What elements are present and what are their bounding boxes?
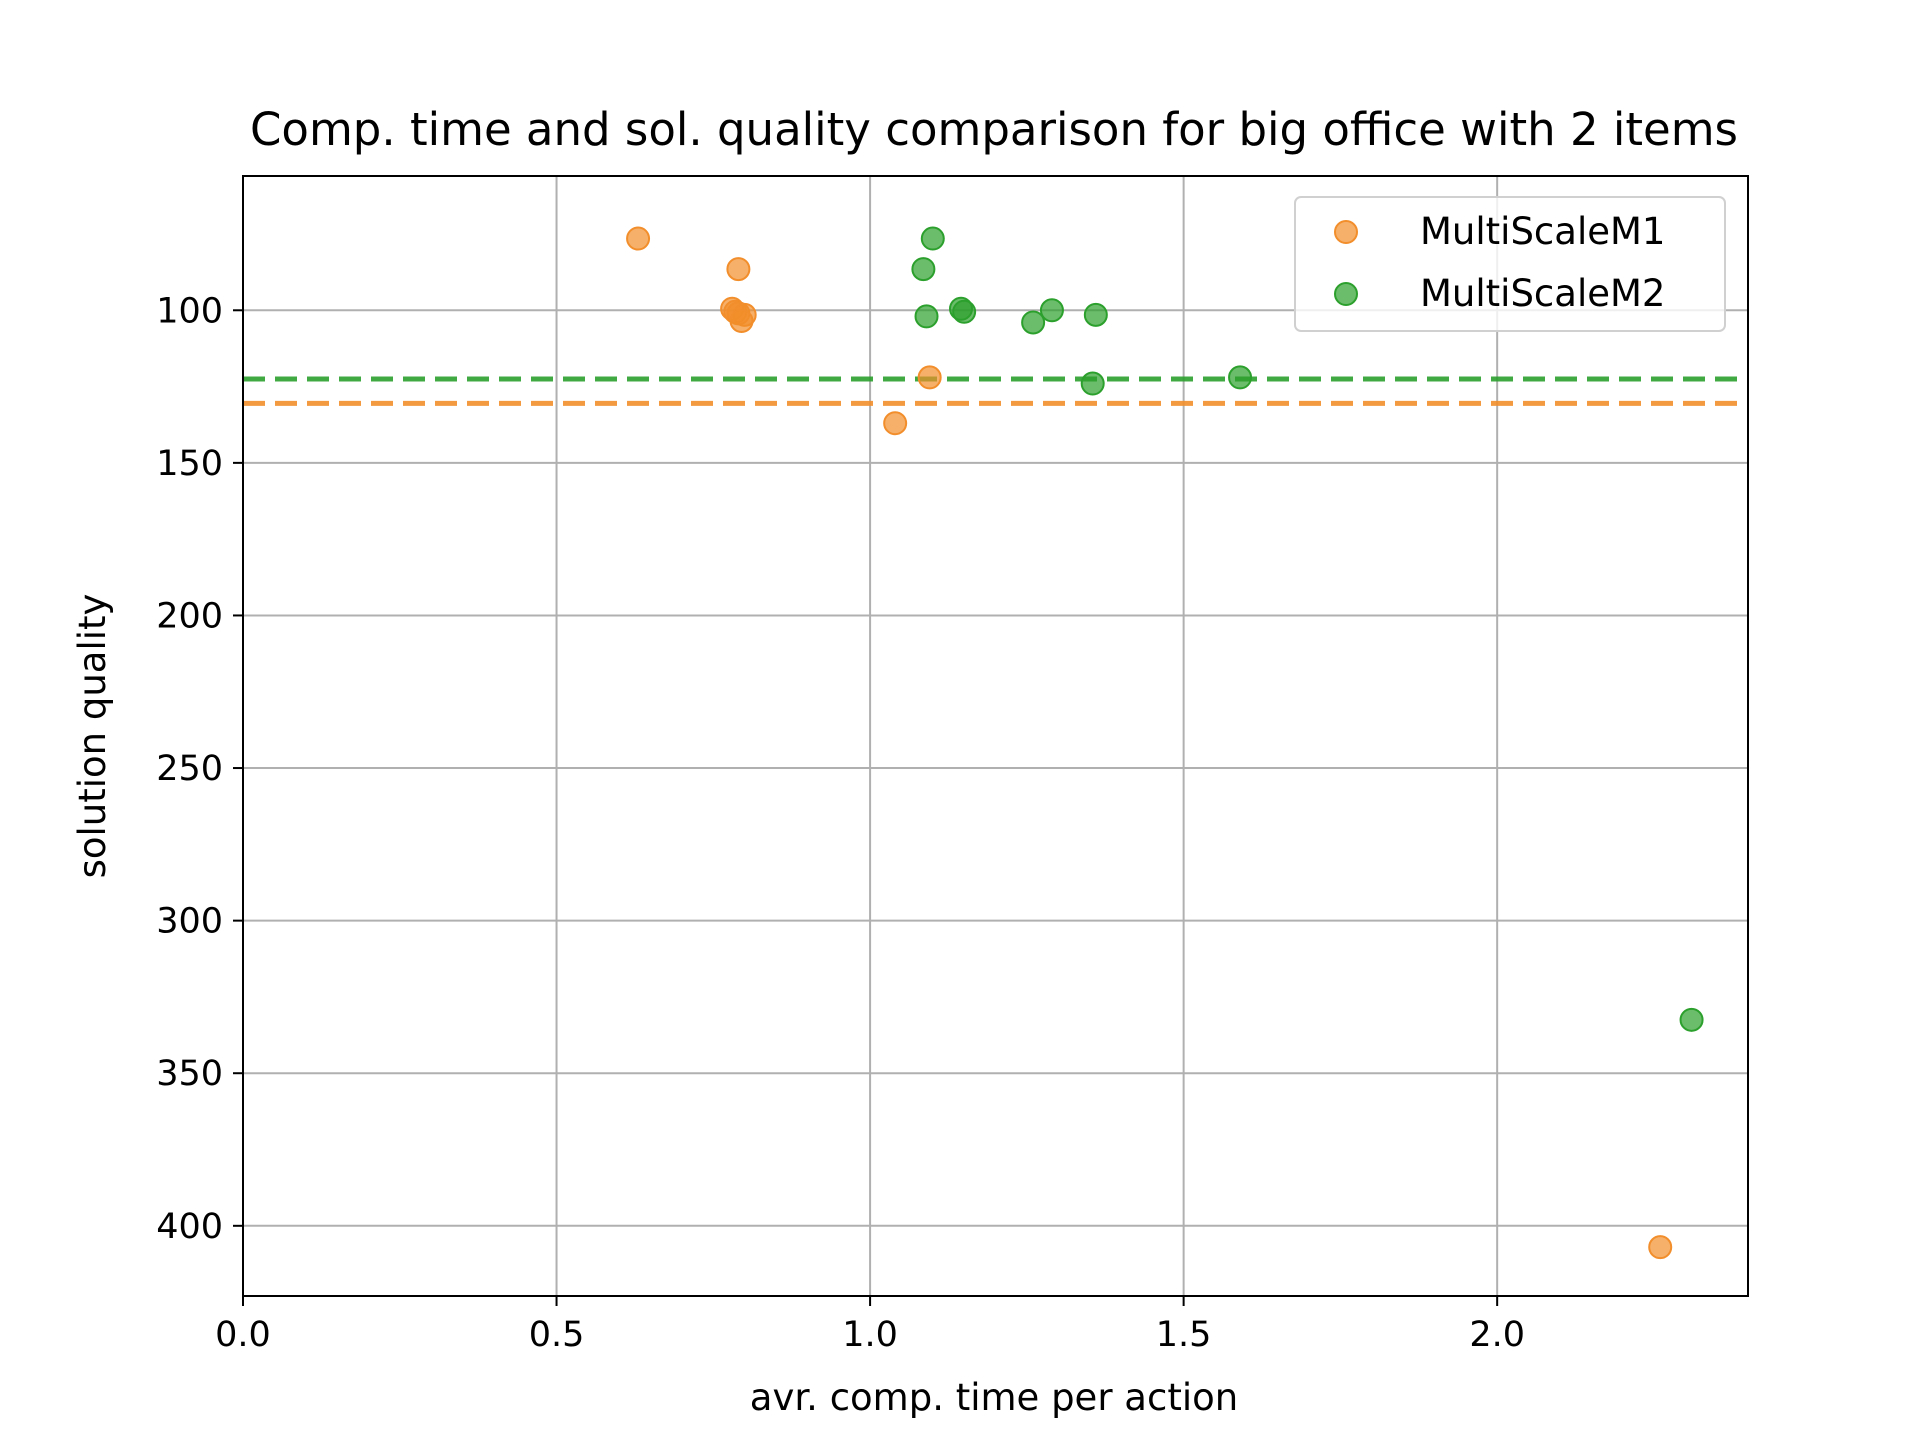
point-multiscalem1 [1648,1235,1673,1260]
y-axis-ticks: 100 150 200 250 300 350 400 [156,291,243,1247]
x-tick-label: 0.5 [529,1315,585,1355]
point-multiscalem1 [729,308,754,333]
data-points [626,226,1704,1260]
y-tick-label: 250 [156,749,223,789]
point-multiscalem2 [952,299,977,324]
y-axis-label: solution quality [71,594,114,879]
x-tick-label: 1.0 [842,1315,898,1355]
y-tick-label: 400 [156,1207,223,1247]
mean-lines [243,376,1748,406]
x-tick-label: 2.0 [1469,1315,1525,1355]
point-multiscalem2 [1039,298,1064,323]
x-tick-label: 0.0 [215,1315,271,1355]
point-multiscalem2 [1021,310,1046,335]
legend-marker [1334,220,1358,244]
y-tick-label: 300 [156,902,223,942]
grid-lines [242,176,1748,1296]
y-tick-label: 200 [156,596,223,636]
y-tick-label: 150 [156,444,223,484]
point-multiscalem1 [726,257,751,282]
point-multiscalem1 [917,365,942,390]
legend-marker [1334,282,1358,306]
legend-frame [1294,196,1726,332]
chart-title: Comp. time and sol. quality comparison f… [250,103,1738,156]
point-multiscalem2 [920,226,945,251]
point-multiscalem2 [1083,302,1108,327]
legend-label: MultiScaleM2 [1420,272,1665,315]
y-tick-label: 350 [156,1054,223,1094]
plot-area-frame [242,175,1749,1297]
legend-label: MultiScaleM1 [1420,210,1665,253]
point-multiscalem1 [883,411,908,436]
x-axis-label: avr. comp. time per action [750,1376,1238,1419]
legend: MultiScaleM1 MultiScaleM2 [1294,196,1726,332]
point-multiscalem2 [914,304,939,329]
x-axis-ticks: 0.0 0.5 1.0 1.5 2.0 [215,1296,1525,1355]
point-multiscalem2 [1080,371,1105,396]
point-multiscalem1 [626,226,651,251]
x-tick-label: 1.5 [1156,1315,1212,1355]
point-multiscalem2 [1228,365,1253,390]
y-tick-label: 100 [156,291,223,331]
point-multiscalem2 [1679,1007,1704,1032]
point-multiscalem2 [911,257,936,282]
